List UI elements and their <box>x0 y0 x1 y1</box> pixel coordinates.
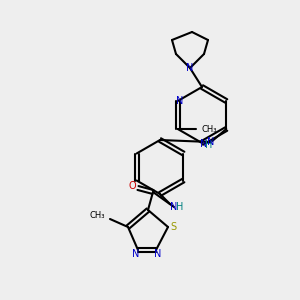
Text: S: S <box>170 222 176 232</box>
Text: CH₃: CH₃ <box>202 124 217 134</box>
Text: O: O <box>128 181 136 191</box>
Text: N: N <box>154 249 162 259</box>
Text: N: N <box>207 137 214 147</box>
Text: N: N <box>170 202 178 212</box>
Text: H: H <box>176 202 184 212</box>
Text: N: N <box>176 96 183 106</box>
Text: N: N <box>132 249 140 259</box>
Text: CH₃: CH₃ <box>89 212 105 220</box>
Text: H: H <box>205 140 212 150</box>
Text: N: N <box>186 63 194 73</box>
Text: N: N <box>200 139 208 149</box>
